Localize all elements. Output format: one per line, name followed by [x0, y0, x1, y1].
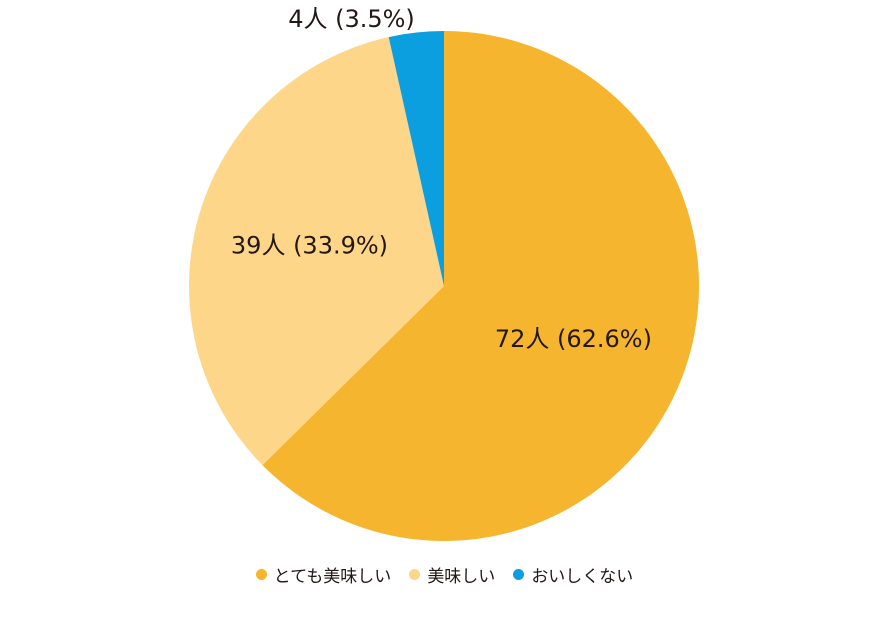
- legend-swatch: [409, 569, 421, 580]
- pie-slice: [262, 31, 700, 541]
- legend-item: 美味しい: [409, 562, 495, 587]
- legend-label: とても美味しい: [273, 567, 392, 587]
- legend-label: おいしくない: [531, 567, 634, 587]
- legend-swatch: [255, 569, 267, 580]
- pie-slice: [189, 37, 444, 466]
- legend-item: おいしくない: [513, 562, 633, 587]
- legend-label: 美味しい: [427, 567, 496, 587]
- legend: とても美味しい 美味しい おいしくない: [0, 562, 889, 587]
- chart: 72人 (62.6%) 39人 (33.9%) 4人 (3.5%): [189, 5, 700, 541]
- legend-item: とても美味しい: [255, 562, 392, 587]
- legend-swatch: [513, 569, 525, 580]
- data-label: 72人 (62.6%): [495, 325, 652, 353]
- pie-slice: [388, 31, 444, 286]
- data-label: 4人 (3.5%): [288, 5, 415, 33]
- data-label: 39人 (33.9%): [231, 231, 388, 259]
